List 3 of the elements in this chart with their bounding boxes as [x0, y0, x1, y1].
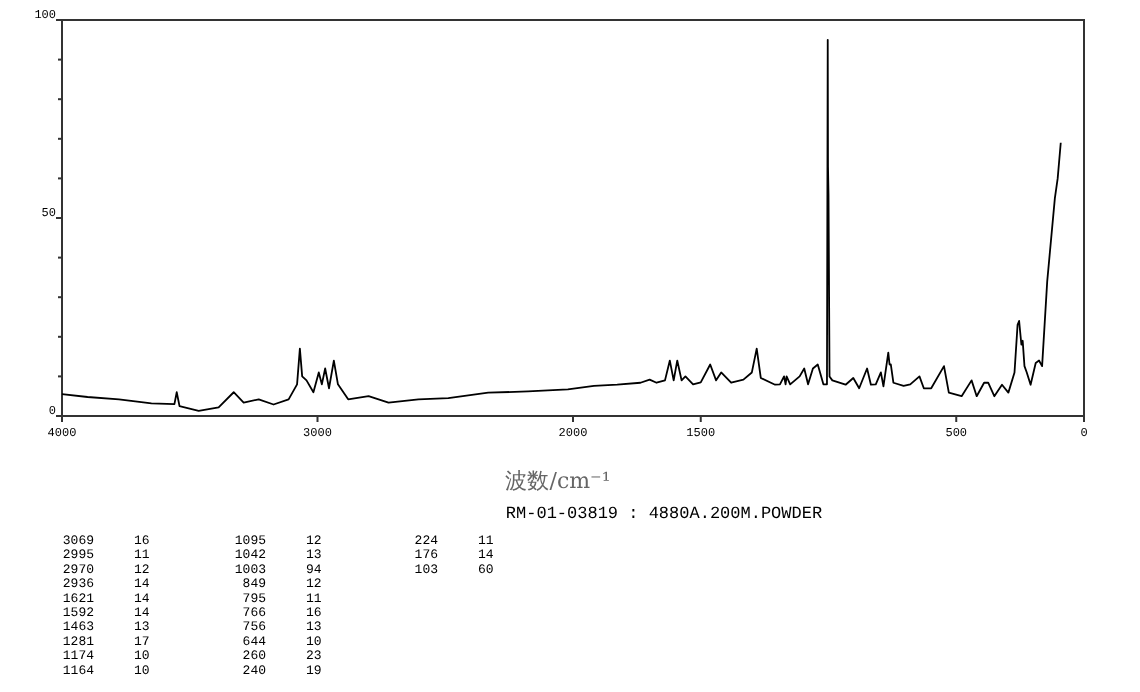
line-series: [61, 38, 1062, 412]
x-axis-title: 波数/cm⁻¹: [505, 468, 611, 494]
text: RM-01-03819 : 4880A.200M.POWDER: [505, 504, 823, 524]
